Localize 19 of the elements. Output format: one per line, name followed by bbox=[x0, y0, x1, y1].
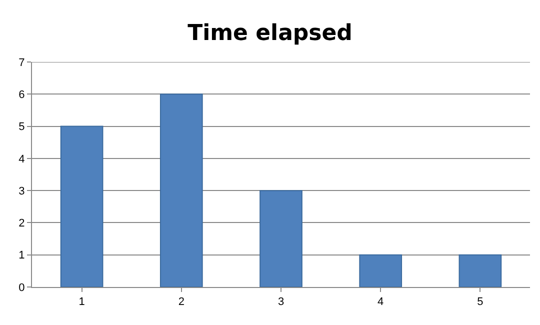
y-tick-label: 4 bbox=[18, 153, 25, 166]
bar bbox=[60, 126, 104, 287]
bar bbox=[458, 254, 502, 287]
bar bbox=[359, 254, 402, 287]
x-tick-label: 1 bbox=[78, 296, 85, 308]
y-tick-label: 1 bbox=[18, 250, 25, 262]
y-tick-label: 7 bbox=[18, 56, 25, 69]
x-tick-label: 2 bbox=[178, 296, 184, 308]
y-tick-label: 3 bbox=[18, 185, 25, 198]
y-tick-label: 6 bbox=[18, 88, 25, 101]
bar bbox=[260, 190, 302, 287]
bar bbox=[160, 94, 203, 287]
x-tick-label: 4 bbox=[378, 296, 384, 308]
y-tick-label: 0 bbox=[18, 282, 25, 294]
x-tick-label: 5 bbox=[477, 296, 484, 308]
x-tick-label: 3 bbox=[278, 296, 284, 308]
y-tick-label: 5 bbox=[18, 121, 25, 134]
chart-title: Time elapsed bbox=[188, 21, 352, 46]
y-tick-label: 2 bbox=[18, 218, 25, 230]
